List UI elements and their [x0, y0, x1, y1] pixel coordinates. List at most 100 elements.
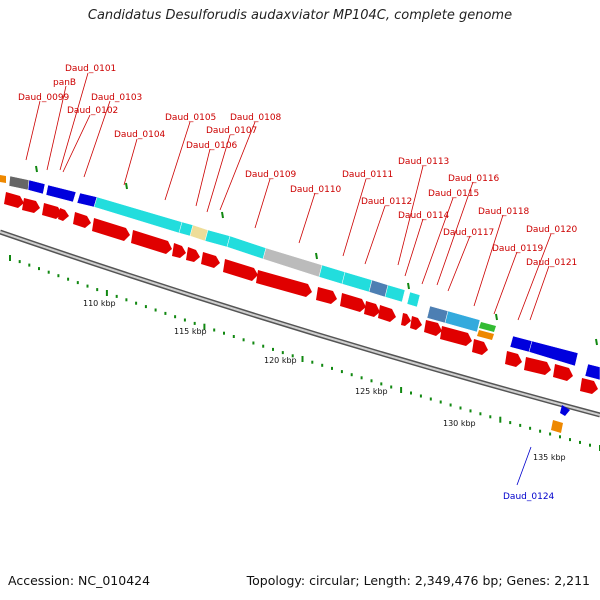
scale-minor-tick: [164, 311, 167, 315]
cds-arrow[interactable]: [364, 301, 380, 317]
scale-minor-tick: [76, 281, 79, 285]
cds-arrow[interactable]: [22, 198, 40, 213]
gene-blue[interactable]: [528, 340, 579, 367]
gene-sky[interactable]: [444, 310, 481, 333]
gene-steel[interactable]: [426, 305, 449, 324]
gene-blue[interactable]: [45, 184, 77, 203]
gene-blue[interactable]: [584, 363, 600, 381]
scale-minor-tick: [519, 423, 522, 427]
gene-dark-gray[interactable]: [8, 175, 30, 191]
gene-label[interactable]: panB: [53, 78, 76, 88]
gene-label[interactable]: Daud_0105: [165, 113, 216, 123]
gene-label[interactable]: Daud_0101: [65, 64, 116, 74]
cds-arrow[interactable]: [73, 212, 91, 228]
label-leaders: [25, 72, 552, 321]
gene-label[interactable]: Daud_0099: [18, 93, 70, 103]
cds-arrow[interactable]: [440, 326, 472, 346]
gene-label[interactable]: Daud_0116: [448, 174, 500, 184]
scale-minor-tick: [135, 301, 138, 305]
gene-label[interactable]: Daud_0102: [67, 106, 118, 116]
gene-cyan[interactable]: [204, 229, 231, 248]
gene-label[interactable]: Daud_0110: [290, 185, 342, 195]
cds-arrow[interactable]: [553, 364, 573, 381]
cds-arrow[interactable]: [505, 351, 522, 367]
gene-green[interactable]: [479, 322, 496, 332]
scale-minor-tick: [360, 376, 363, 380]
scale-minor-tick: [429, 397, 432, 401]
cds-arrow[interactable]: [378, 305, 396, 322]
cds-arrow[interactable]: [316, 287, 337, 304]
gene-label[interactable]: Daud_0113: [398, 157, 449, 167]
scale-minor-tick: [174, 315, 177, 319]
scale-minor-tick: [340, 370, 343, 374]
cds-arrow[interactable]: [172, 243, 186, 258]
scale-minor-tick: [262, 344, 265, 348]
gene-label[interactable]: Daud_0111: [342, 170, 393, 180]
gene-gray[interactable]: [262, 247, 323, 278]
gene-cyan[interactable]: [406, 291, 421, 308]
gene-label[interactable]: Daud_0109: [245, 170, 297, 180]
gene-label[interactable]: Daud_0104: [114, 130, 166, 140]
cds-track: [4, 192, 598, 394]
gene-blue[interactable]: [509, 335, 533, 353]
scale-labels: 110 kbp 115 kbp 120 kbp 125 kbp 130 kbp …: [83, 299, 566, 462]
cds-arrow[interactable]: [472, 339, 488, 355]
gene-label[interactable]: Daud_0114: [398, 211, 450, 221]
gene-label[interactable]: Daud_0112: [361, 197, 412, 207]
cds-arrow[interactable]: [223, 259, 258, 281]
gene-cyan[interactable]: [341, 271, 373, 293]
gene-blue[interactable]: [27, 179, 46, 195]
scale-label: 135 kbp: [533, 453, 566, 462]
scale-minor-tick: [125, 298, 128, 302]
gene-label[interactable]: Daud_0118: [478, 207, 530, 217]
scale-minor-tick: [549, 432, 552, 436]
scale-minor-tick: [213, 328, 216, 332]
cds-arrow[interactable]: [92, 218, 130, 241]
scale-minor-tick: [439, 400, 442, 404]
scale-label: 110 kbp: [83, 299, 116, 308]
gene-label[interactable]: Daud_0115: [428, 189, 479, 199]
outer-ticks: [35, 165, 598, 346]
scale-minor-tick: [154, 308, 157, 312]
gene-blue[interactable]: [76, 192, 98, 208]
scale-minor-tick: [242, 338, 245, 342]
gene-cyan[interactable]: [226, 235, 267, 260]
scale-minor-tick: [28, 263, 31, 267]
cds-arrow[interactable]: [401, 313, 411, 326]
cds-arrow[interactable]: [58, 208, 69, 221]
cds-arrow[interactable]: [256, 270, 312, 297]
gene-label[interactable]: Daud_0124: [503, 492, 555, 502]
gene-orange-small[interactable]: [551, 420, 563, 433]
gene-label[interactable]: Daud_0119: [492, 244, 544, 254]
gene-label[interactable]: Daud_0121: [526, 258, 577, 268]
scale-minor-tick: [489, 415, 492, 419]
cds-arrow[interactable]: [4, 192, 24, 208]
scale-minor-tick: [311, 360, 314, 364]
scale-major-tick: [9, 255, 11, 261]
cds-arrow[interactable]: [201, 252, 220, 268]
gene-steel[interactable]: [368, 279, 389, 298]
gene-label[interactable]: Daud_0103: [91, 93, 142, 103]
gene-cyan[interactable]: [384, 284, 406, 303]
cds-arrow[interactable]: [131, 230, 172, 254]
gene-label[interactable]: Daud_0120: [526, 225, 578, 235]
cds-arrow[interactable]: [410, 316, 422, 330]
cds-arrow[interactable]: [186, 247, 200, 262]
scale-label: 125 kbp: [355, 387, 388, 396]
map-title: Candidatus Desulforudis audaxviator MP10…: [87, 8, 513, 23]
cds-arrow[interactable]: [580, 378, 598, 394]
scale-minor-tick: [115, 294, 118, 298]
gene-label[interactable]: Daud_0107: [206, 126, 257, 136]
gene-label[interactable]: Daud_0106: [186, 141, 238, 151]
gene-label[interactable]: Daud_0108: [230, 113, 282, 123]
cds-arrow[interactable]: [340, 293, 366, 312]
gene-orange[interactable]: [477, 330, 494, 340]
gene-khaki[interactable]: [189, 224, 209, 242]
gene-orange[interactable]: [0, 175, 6, 183]
cds-arrow[interactable]: [42, 203, 62, 219]
cds-arrow[interactable]: [524, 357, 551, 375]
gene-blue-small[interactable]: [560, 405, 570, 416]
cds-arrow[interactable]: [424, 320, 442, 336]
gene-label[interactable]: Daud_0117: [443, 228, 494, 238]
gene-cyan[interactable]: [318, 264, 346, 285]
